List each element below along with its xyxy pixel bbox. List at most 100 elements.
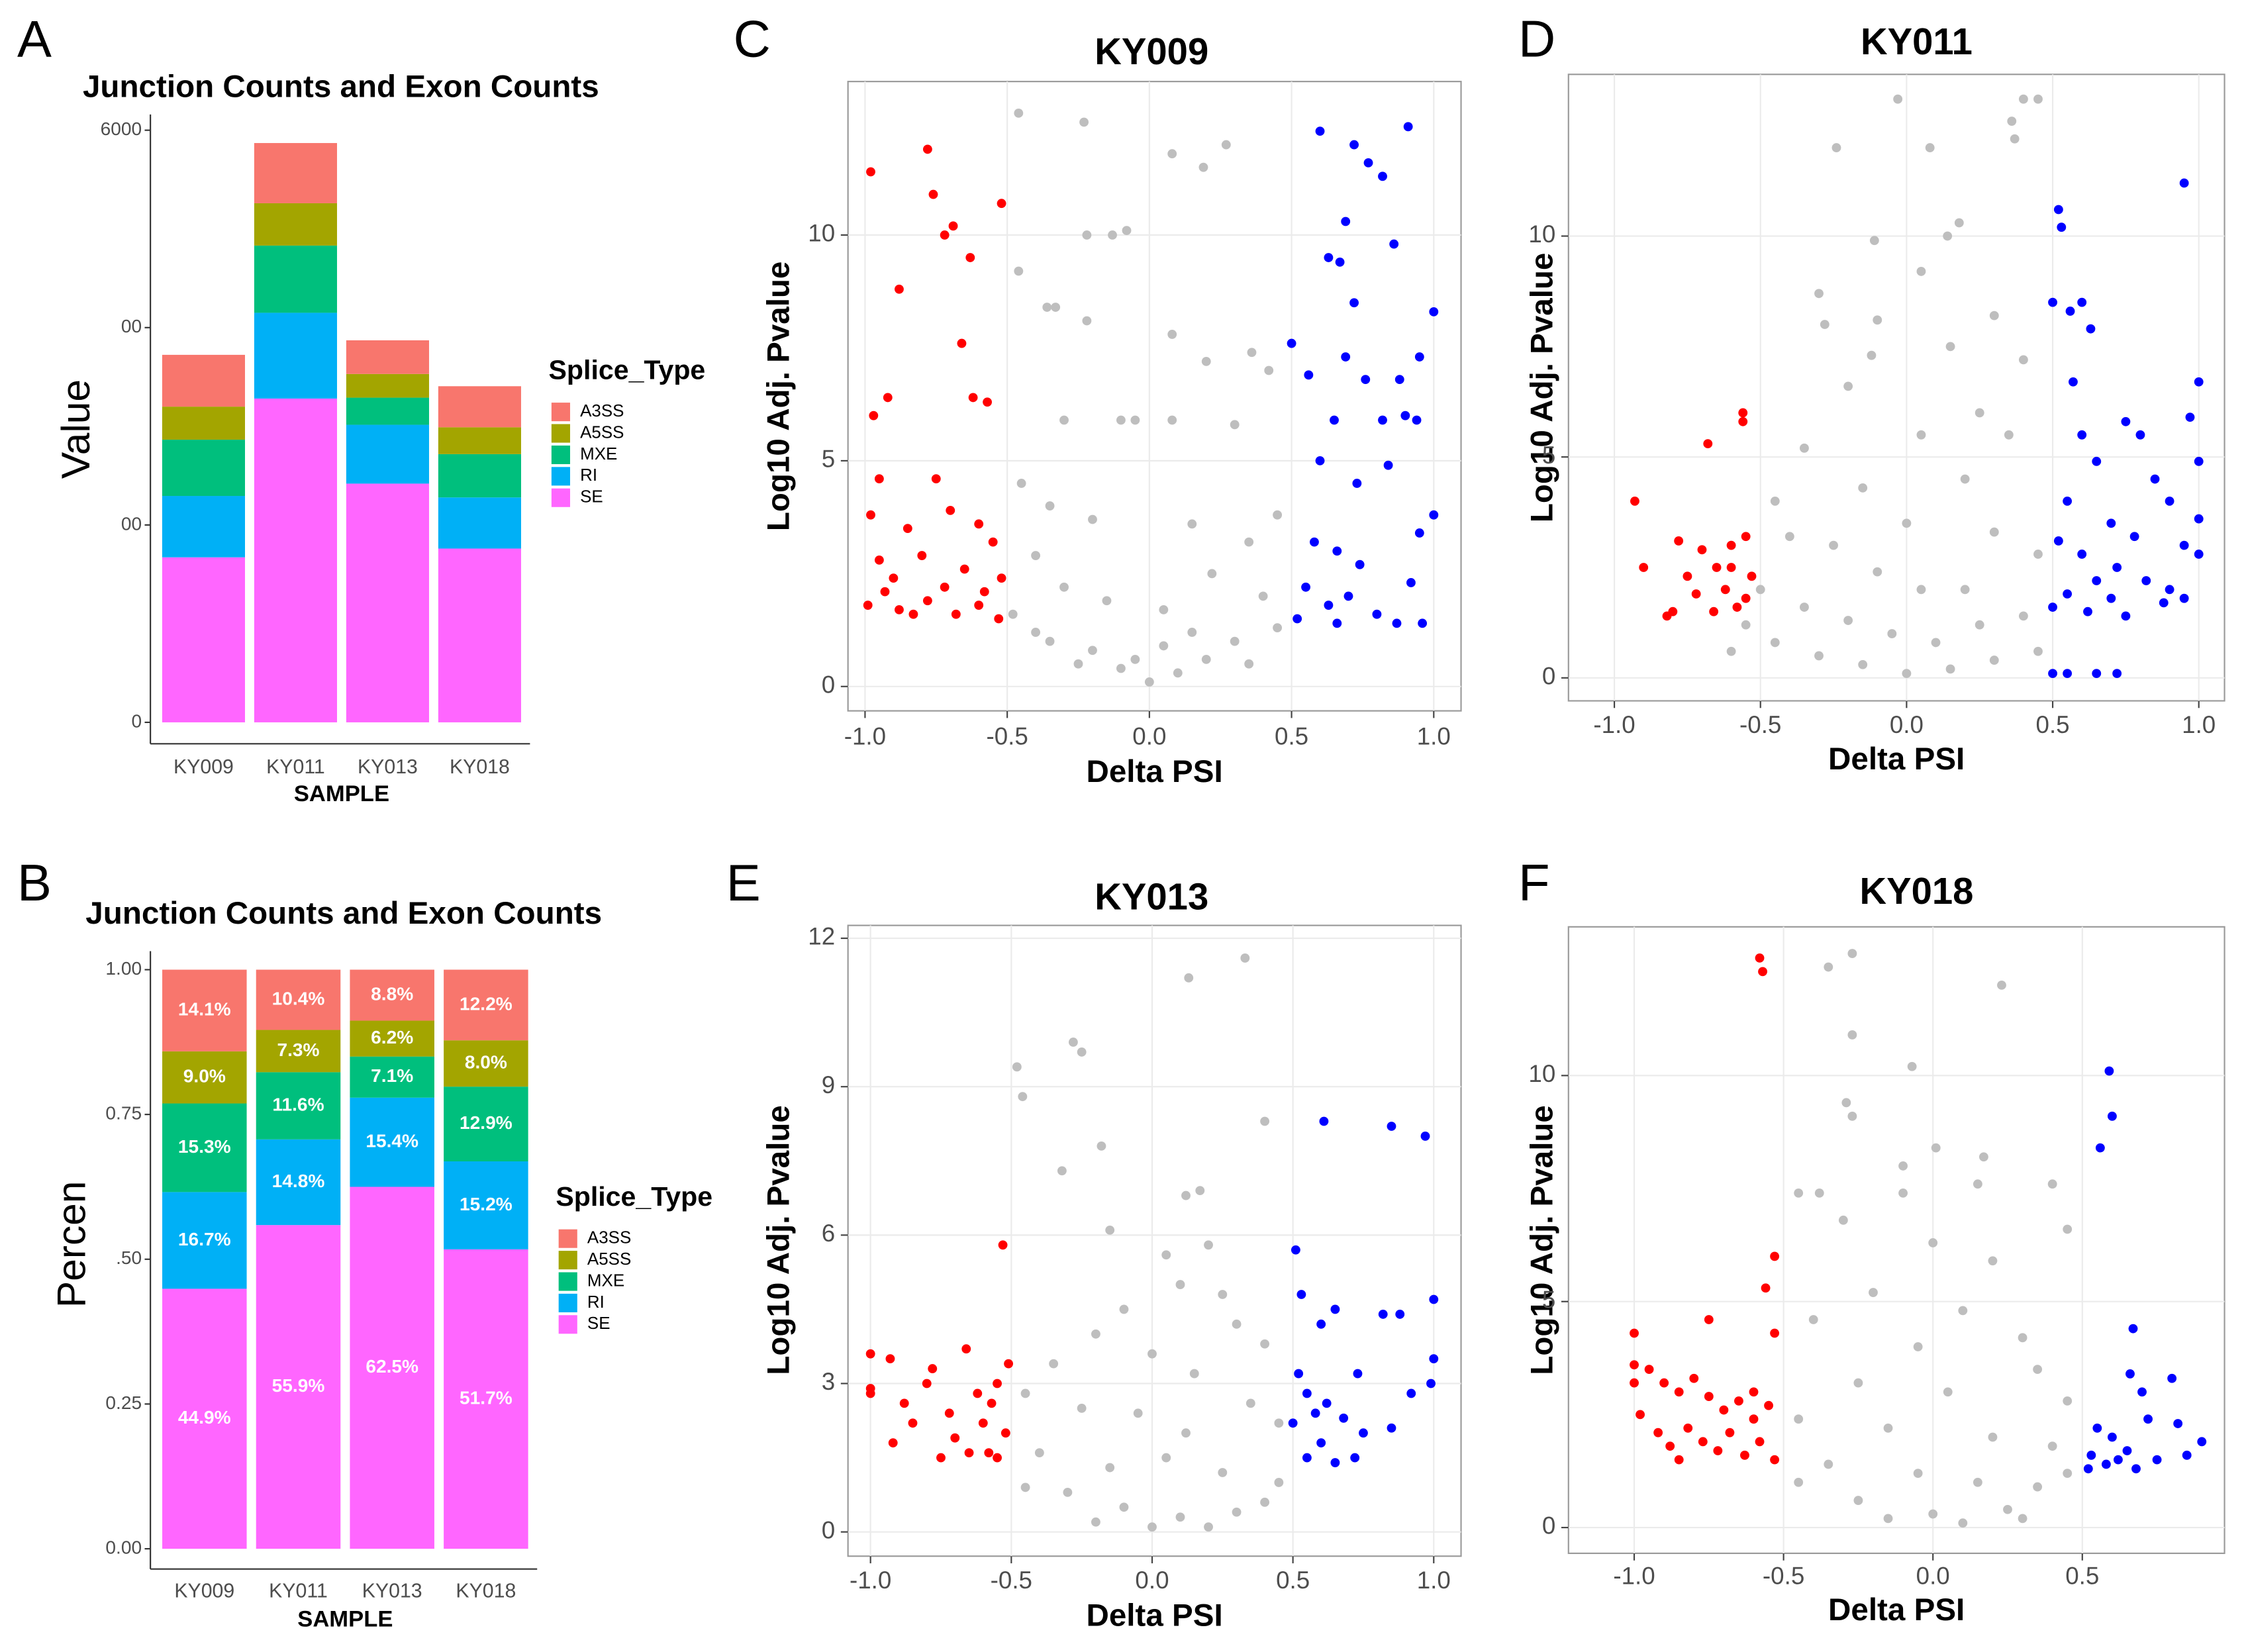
point <box>2033 1365 2043 1375</box>
panel-letter: B <box>17 855 52 912</box>
bar-segment <box>438 497 521 549</box>
point <box>1359 1428 1368 1438</box>
point <box>2194 456 2204 466</box>
point <box>1159 605 1169 614</box>
point <box>1273 623 1283 633</box>
x-tick-label: KY009 <box>174 1580 234 1602</box>
point <box>1770 496 1780 506</box>
plot-panel <box>1567 73 2225 702</box>
point <box>964 1448 974 1458</box>
bar-segment <box>162 354 245 407</box>
legend-label: RI <box>580 466 597 485</box>
point <box>984 1448 994 1458</box>
point <box>2033 1482 2043 1492</box>
point <box>1960 474 1970 484</box>
point <box>1361 375 1371 385</box>
point <box>1147 1522 1157 1532</box>
bar-segment <box>346 397 429 425</box>
x-tick-label: KY013 <box>362 1580 422 1602</box>
bar-segment <box>256 1072 341 1140</box>
point <box>1330 415 1339 425</box>
y-tick-label: 0.25 <box>105 1392 142 1413</box>
point <box>1414 528 1424 538</box>
point <box>865 1349 875 1359</box>
point <box>1159 641 1169 651</box>
point <box>978 1418 988 1428</box>
point <box>1414 352 1424 362</box>
point <box>1893 94 1903 104</box>
legend-swatch <box>558 1229 577 1248</box>
y-tick-label: 5 <box>822 446 835 473</box>
point <box>1059 415 1069 425</box>
point <box>940 582 950 592</box>
y-tick-label: 3 <box>822 1368 835 1395</box>
point <box>2004 430 2014 440</box>
point <box>1204 1522 1213 1532</box>
point <box>1770 1328 1780 1338</box>
bar-segment <box>162 557 245 722</box>
point <box>1258 591 1268 601</box>
point <box>1260 1116 1270 1126</box>
y-tick-label: 0 <box>822 671 835 699</box>
point <box>2083 1464 2093 1474</box>
point <box>2065 307 2075 316</box>
point <box>1931 1143 1941 1153</box>
point <box>1394 375 1404 385</box>
point <box>1244 659 1254 669</box>
y-tick-label: 0.75 <box>105 1103 142 1124</box>
point <box>1274 1478 1284 1487</box>
point <box>1703 439 1713 449</box>
y-tick-label: 6 <box>822 1220 835 1247</box>
legend-label: RI <box>587 1293 605 1312</box>
point <box>2159 598 2169 608</box>
point <box>2129 532 2139 542</box>
point <box>1341 217 1351 226</box>
point <box>1343 591 1353 601</box>
point <box>1883 1423 1893 1433</box>
point <box>1847 1111 1857 1121</box>
point <box>1689 1373 1699 1383</box>
value-label: 51.7% <box>460 1387 513 1408</box>
point <box>1975 620 1984 630</box>
point <box>1274 1418 1284 1428</box>
point <box>1741 532 1751 542</box>
point <box>903 524 912 534</box>
point <box>1144 677 1154 687</box>
point <box>2086 1450 2096 1460</box>
y-tick-label: 6000 <box>101 119 142 139</box>
point <box>1709 607 1719 616</box>
point <box>1784 532 1794 542</box>
x-tick-label: 1.0 <box>2182 711 2216 738</box>
point <box>2033 646 2043 656</box>
value-label: 55.9% <box>272 1375 325 1396</box>
point <box>1713 1446 1723 1455</box>
point <box>2112 563 2122 572</box>
point <box>1020 1388 1030 1398</box>
point <box>1403 122 1413 132</box>
x-tick-label: 0.5 <box>2035 711 2069 738</box>
point <box>1353 1369 1363 1379</box>
point <box>1387 1423 1396 1433</box>
plot-panel <box>847 81 1462 712</box>
legend-swatch <box>558 1293 577 1312</box>
x-axis-label: Delta PSI <box>1086 754 1222 789</box>
point <box>1683 571 1692 581</box>
plot-panel <box>847 924 1462 1557</box>
legend-swatch <box>551 445 570 464</box>
bar-segment <box>346 373 429 398</box>
point <box>1726 540 1736 550</box>
point <box>1301 582 1310 592</box>
y-tick-label: 12 <box>808 923 835 950</box>
point <box>1928 1238 1938 1247</box>
point <box>974 519 984 529</box>
point <box>866 167 875 177</box>
y-tick-label: 1.00 <box>105 958 142 979</box>
legend-swatch <box>551 424 570 443</box>
point <box>1316 1438 1326 1448</box>
point <box>1232 1319 1242 1329</box>
point <box>2048 297 2057 307</box>
value-label: 8.8% <box>371 983 413 1004</box>
point <box>1122 226 1132 236</box>
point <box>2092 456 2102 466</box>
